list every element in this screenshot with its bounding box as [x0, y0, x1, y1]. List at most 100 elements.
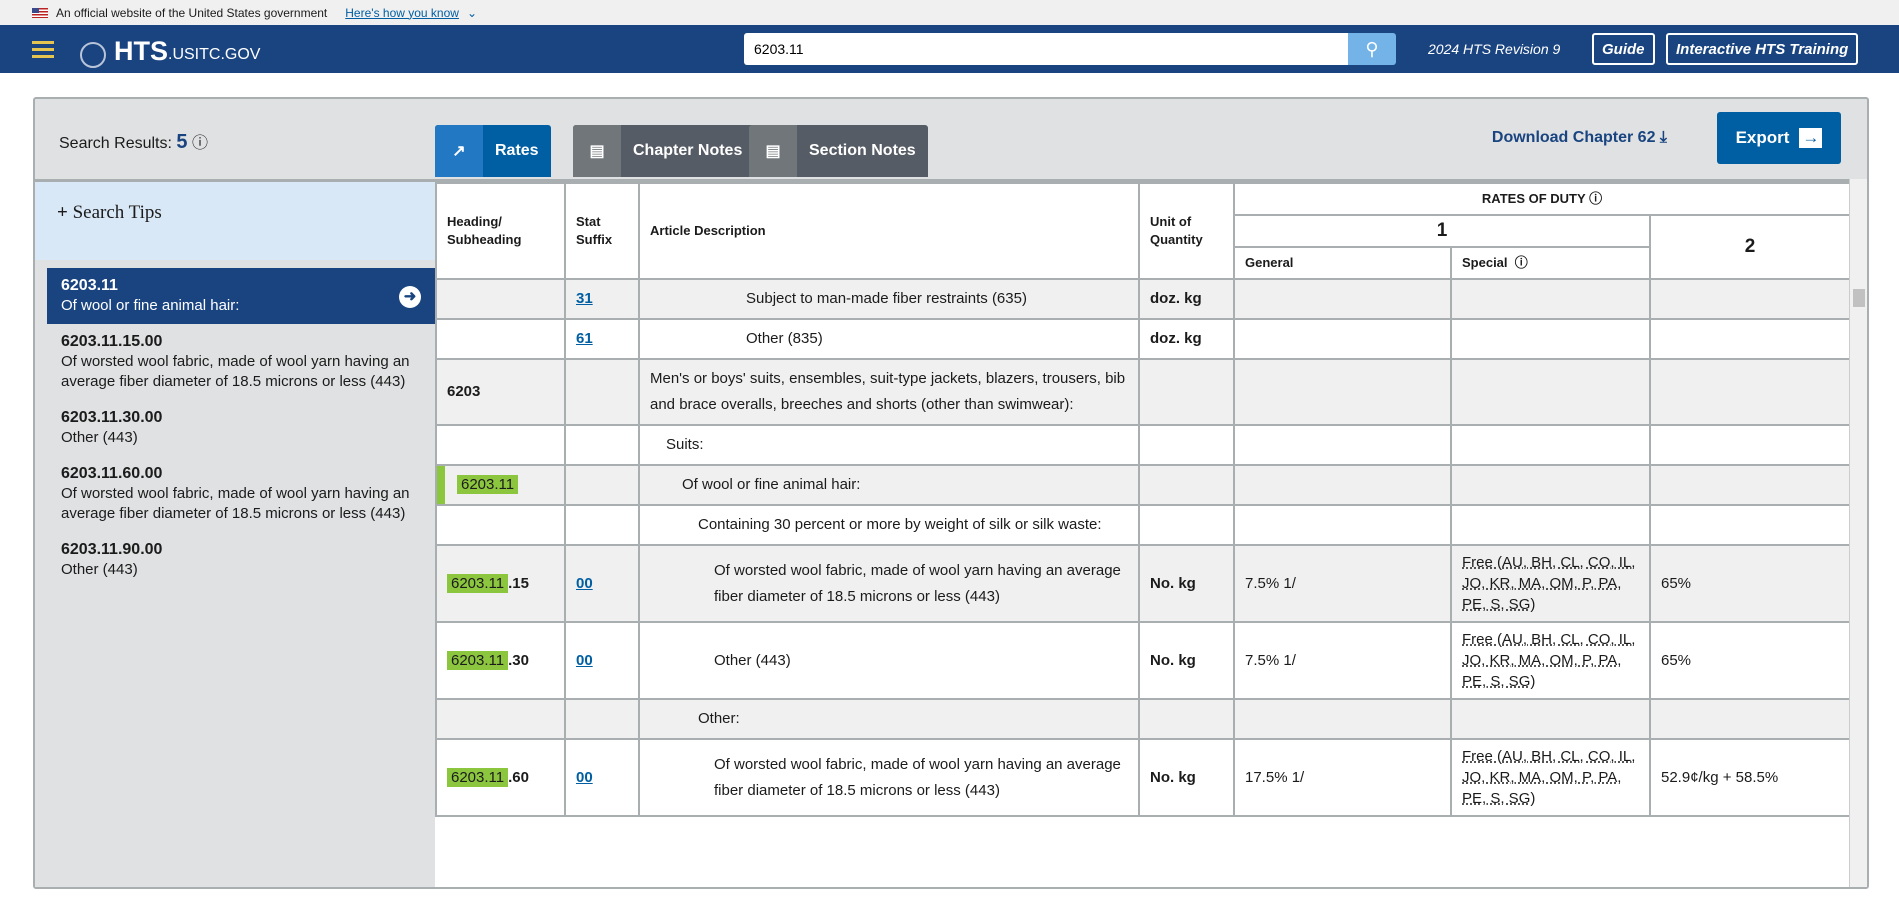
result-code: 6203.11.60.00 [61, 465, 163, 482]
menu-icon[interactable] [32, 41, 54, 62]
desc-cell: Other: [638, 698, 1140, 740]
desc-cell: Men's or boys' suits, ensembles, suit-ty… [638, 358, 1140, 426]
stat-cell [564, 698, 640, 740]
col-unit: Unit of Quantity [1138, 182, 1235, 280]
search-results-list: 6203.11 Of wool or fine animal hair: ➜ 6203… [35, 260, 435, 596]
col-desc: Article Description [638, 182, 1140, 280]
search-icon: ⚲ [1365, 38, 1379, 59]
col-rates: RATES OF DUTY ⓘ [1233, 182, 1849, 216]
stat-suffix-link[interactable]: 00 [576, 574, 593, 592]
highlight-match: 6203.11 [447, 767, 509, 787]
info-icon[interactable]: ⓘ [191, 135, 208, 152]
stat-cell: 61 [564, 318, 640, 360]
special-cell [1450, 698, 1651, 740]
special-cell [1450, 358, 1651, 426]
desc-cell: Of wool or fine animal hair: [638, 464, 1140, 506]
rates-table: Heading/ Subheading Stat Suffix Article … [435, 179, 1849, 887]
table-row: 6203.11.60 00 Of worsted wool fabric, ma… [435, 738, 1849, 817]
col-special: Special ⓘ [1450, 246, 1651, 280]
col2-cell: 65% [1649, 544, 1849, 623]
search-input[interactable] [744, 33, 1348, 65]
col2-cell [1649, 278, 1849, 320]
special-cell [1450, 318, 1651, 360]
special-cell: Free (AU, BH, CL, CO, IL, JO, KR, MA, OM… [1450, 738, 1651, 817]
heading-code: .60 [508, 768, 529, 786]
stat-suffix-link[interactable]: 00 [576, 768, 593, 786]
site-logo[interactable]: HTS .USITC.GOV [80, 34, 260, 68]
result-desc: Of worsted wool fabric, made of wool yar… [61, 485, 410, 522]
result-desc: Of wool or fine animal hair: [61, 297, 240, 314]
export-icon: → [1799, 128, 1823, 148]
col2-cell: 52.9¢/kg + 58.5% [1649, 738, 1849, 817]
stat-cell [564, 504, 640, 546]
desc-cell: Suits: [638, 424, 1140, 466]
col2-cell [1649, 698, 1849, 740]
stat-suffix-link[interactable]: 31 [576, 290, 593, 307]
search-result-item[interactable]: 6203.11 Of wool or fine animal hair: ➜ [47, 268, 435, 324]
search-tips-toggle[interactable]: + Search Tips [35, 182, 435, 260]
table-row: Containing 30 percent or more by weight … [435, 504, 1849, 546]
search-result-item[interactable]: 6203.11.60.00 Of worsted wool fabric, mad… [47, 456, 435, 532]
info-icon[interactable]: ⓘ [1589, 191, 1603, 206]
table-row: Other: [435, 698, 1849, 740]
stat-cell [564, 358, 640, 426]
col2-cell: 65% [1649, 621, 1849, 700]
col-1: 1 [1233, 214, 1651, 248]
interactive-training-button[interactable]: Interactive HTS Training [1666, 33, 1859, 65]
us-flag-icon [32, 7, 48, 18]
scrollbar[interactable] [1849, 179, 1867, 887]
search-result-item[interactable]: 6203.11.15.00 Of worsted wool fabric, mad… [47, 324, 435, 400]
general-cell [1233, 318, 1452, 360]
heading-code: .15 [508, 574, 529, 592]
guide-button[interactable]: Guide [1592, 33, 1655, 65]
tab-chapter-notes[interactable]: ▤ Chapter Notes [573, 125, 755, 177]
col2-cell [1649, 424, 1849, 466]
unit-cell [1138, 424, 1235, 466]
heading-cell [435, 698, 566, 740]
how-you-know-link[interactable]: Here's how you know [345, 5, 459, 20]
tab-section-notes[interactable]: ▤ Section Notes [749, 125, 928, 177]
stat-suffix-link[interactable]: 61 [576, 330, 593, 347]
desc-cell: Containing 30 percent or more by weight … [638, 504, 1140, 546]
tab-rates[interactable]: ↗ Rates [435, 125, 551, 177]
general-cell: 7.5% 1/ [1233, 544, 1452, 623]
search-button[interactable]: ⚲ [1348, 33, 1396, 65]
result-desc: Other (443) [61, 429, 138, 446]
arrow-right-icon[interactable]: ➜ [399, 286, 421, 308]
desc-cell: Subject to man-made fiber restraints (63… [638, 278, 1140, 320]
unit-cell: doz. kg [1138, 278, 1235, 320]
search-result-item[interactable]: 6203.11.30.00 Other (443) [47, 400, 435, 456]
col-2: 2 [1649, 214, 1849, 280]
heading-cell [435, 504, 566, 546]
highlight-match: 6203.11 [447, 650, 509, 670]
heading-cell: 6203.11.30 [435, 621, 566, 700]
gov-banner: An official website of the United States… [0, 0, 1899, 25]
unit-cell [1138, 698, 1235, 740]
special-cell [1450, 504, 1651, 546]
results-panel: Search Results: 5 ⓘ ↗ Rates ▤ Chapter Note… [33, 97, 1869, 889]
unit-cell: No. kg [1138, 544, 1235, 623]
result-code: 6203.11.15.00 [61, 333, 163, 350]
stat-suffix-link[interactable]: 00 [576, 651, 593, 669]
heading-cell [435, 318, 566, 360]
unit-cell [1138, 358, 1235, 426]
scrollbar-thumb[interactable] [1853, 289, 1865, 307]
desc-cell: Other (835) [638, 318, 1140, 360]
col2-cell [1649, 318, 1849, 360]
general-cell: 17.5% 1/ [1233, 738, 1452, 817]
highlight-match: 6203.11 [447, 573, 509, 593]
special-cell [1450, 424, 1651, 466]
download-chapter-link[interactable]: Download Chapter 62 ⤓ [1491, 129, 1667, 146]
stat-cell [564, 424, 640, 466]
info-icon[interactable]: ⓘ [1514, 255, 1528, 270]
general-cell [1233, 698, 1452, 740]
special-cell: Free (AU, BH, CL, CO, IL, JO, KR, MA, OM… [1450, 621, 1651, 700]
unit-cell: doz. kg [1138, 318, 1235, 360]
heading-code: 6203 [447, 383, 481, 400]
download-icon: ⤓ [1659, 129, 1667, 146]
export-button[interactable]: Export → [1717, 112, 1841, 164]
stat-cell [564, 464, 640, 506]
general-cell [1233, 358, 1452, 426]
search-result-item[interactable]: 6203.11.90.00 Other (443) [47, 532, 435, 588]
heading-code: .30 [508, 651, 529, 669]
